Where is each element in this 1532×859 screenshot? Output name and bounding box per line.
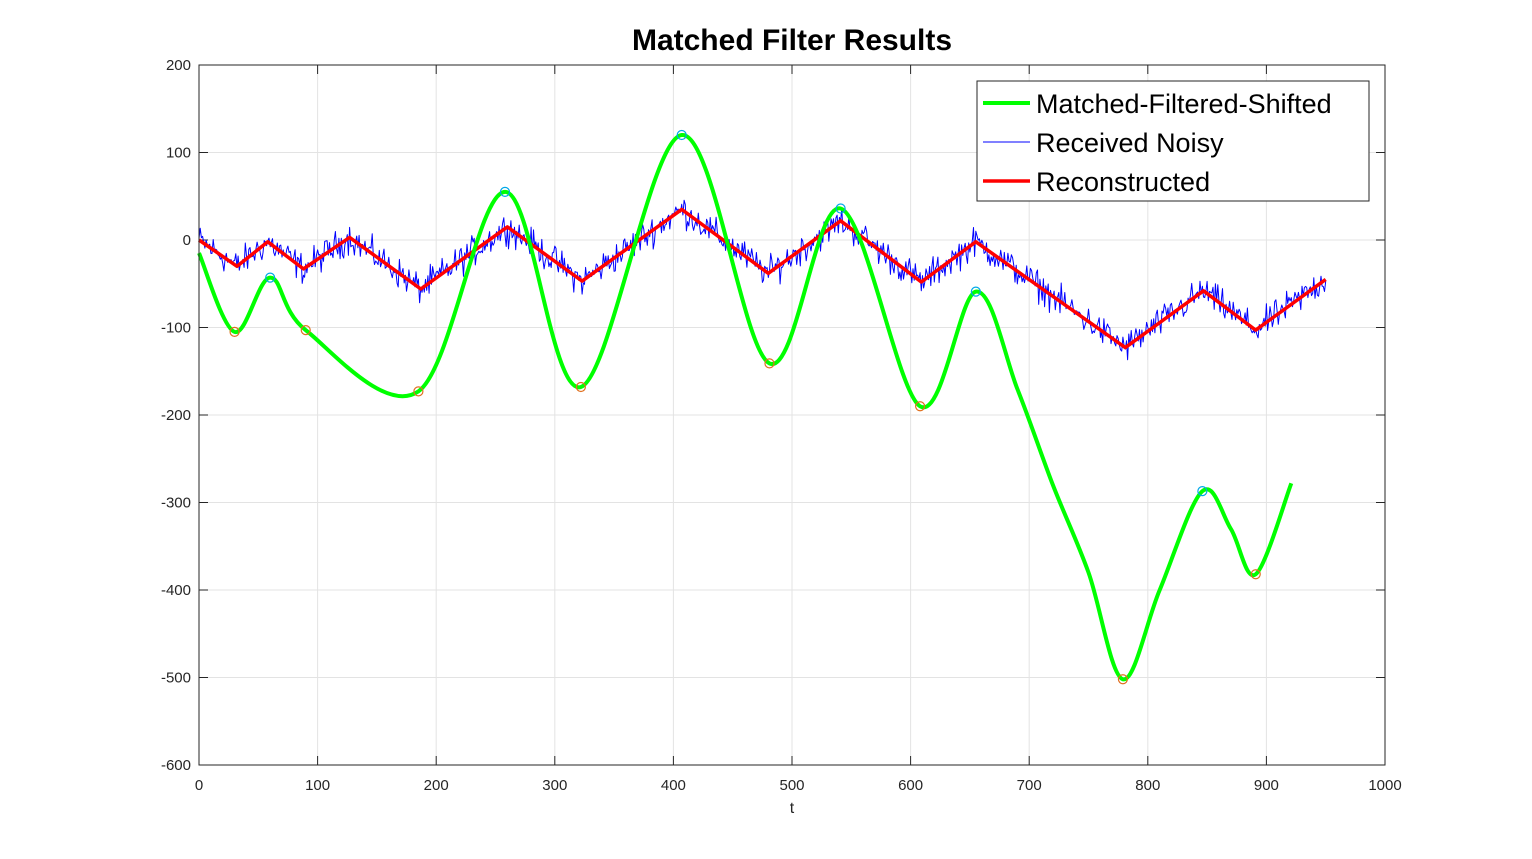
- x-tick-label: 1000: [1368, 777, 1401, 794]
- y-tick-label: -400: [161, 582, 191, 599]
- x-tick-label: 800: [1135, 777, 1160, 794]
- peak-marker: [970, 286, 981, 297]
- x-tick-label: 900: [1254, 777, 1279, 794]
- chart-title: Matched Filter Results: [632, 24, 952, 57]
- x-tick-label: 500: [779, 777, 804, 794]
- trough-marker: [300, 325, 311, 336]
- y-axis: -600 -500 -400 -300 -200 -100 0 100 200: [161, 57, 1385, 774]
- trough-marker: [1117, 674, 1128, 685]
- peak-marker: [676, 129, 687, 141]
- x-tick-label: 400: [661, 777, 686, 794]
- y-tick-label: 0: [183, 232, 191, 249]
- peak-marker: [265, 272, 276, 283]
- x-tick-label: 100: [305, 777, 330, 794]
- peak-marker: [835, 203, 846, 214]
- y-tick-label: -100: [161, 320, 191, 337]
- x-tick-label: 600: [898, 777, 923, 794]
- peak-marker: [499, 186, 511, 197]
- y-tick-label: -600: [161, 757, 191, 774]
- marker-layer: [229, 129, 1261, 685]
- trough-marker: [575, 381, 586, 393]
- x-tick-label: 700: [1017, 777, 1042, 794]
- trough-marker: [914, 401, 926, 412]
- x-axis: 0 100 200 300 400 500 600 700 800 900 1000: [195, 65, 1402, 794]
- trough-marker: [1250, 569, 1261, 580]
- plot-frame: [198, 64, 1386, 766]
- x-tick-label: 0: [195, 777, 203, 794]
- trough-marker: [764, 358, 775, 369]
- y-tick-label: -500: [161, 670, 191, 687]
- legend: Matched-Filtered-Shifted Received Noisy …: [976, 80, 1370, 202]
- legend-entry-noisy: Received Noisy: [1036, 128, 1224, 158]
- series-layer: [197, 133, 1327, 682]
- trough-marker: [413, 386, 424, 397]
- y-tick-label: 100: [166, 145, 191, 162]
- y-tick-label: 200: [166, 57, 191, 74]
- legend-box: [976, 80, 1370, 202]
- peak-marker: [1197, 486, 1208, 497]
- y-tick-label: -200: [161, 407, 191, 424]
- series-line-0: [197, 133, 1294, 682]
- series-line-2: [198, 207, 1327, 350]
- x-tick-label: 200: [424, 777, 449, 794]
- x-tick-label: 300: [542, 777, 567, 794]
- legend-entry-reconstructed: Reconstructed: [1036, 167, 1210, 197]
- y-tick-label: -300: [161, 495, 191, 512]
- trough-marker: [229, 326, 240, 337]
- legend-entry-matched: Matched-Filtered-Shifted: [1036, 89, 1332, 119]
- x-axis-label: t: [790, 800, 795, 817]
